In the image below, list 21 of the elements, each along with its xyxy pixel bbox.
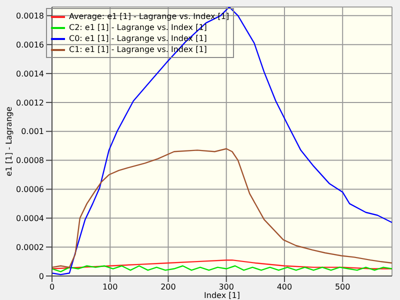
x-tick-label: 400 [276, 282, 292, 292]
x-tick-label: 100 [102, 282, 118, 292]
y-tick-label: 0.0006 [16, 185, 44, 194]
y-tick-label: 0.0014 [16, 69, 44, 78]
y-tick-label: 0.001 [21, 127, 44, 136]
y-tick-label: 0.0018 [16, 12, 44, 21]
y-tick-label: 0 [38, 272, 44, 281]
legend-label: Average: e1 [1] - Lagrange vs. Index [1] [69, 11, 230, 22]
y-tick-label: 0.0008 [16, 156, 44, 166]
line-series [52, 259, 392, 270]
y-axis-title: e1 [1] - Lagrange [4, 106, 14, 176]
x-tick-label: 500 [334, 282, 350, 292]
line-series [52, 148, 392, 268]
y-tick-label: 0.0012 [16, 98, 44, 108]
x-tick-label: 200 [160, 282, 176, 292]
y-tick-label: 0.0002 [16, 242, 44, 252]
y-tick-label: 0.0004 [16, 214, 44, 223]
x-tick-label: 0 [49, 282, 55, 292]
y-tick-label: 0.0016 [16, 40, 44, 50]
x-tick-label: 300 [218, 282, 234, 292]
x-axis-title: Index [1] [204, 291, 240, 300]
